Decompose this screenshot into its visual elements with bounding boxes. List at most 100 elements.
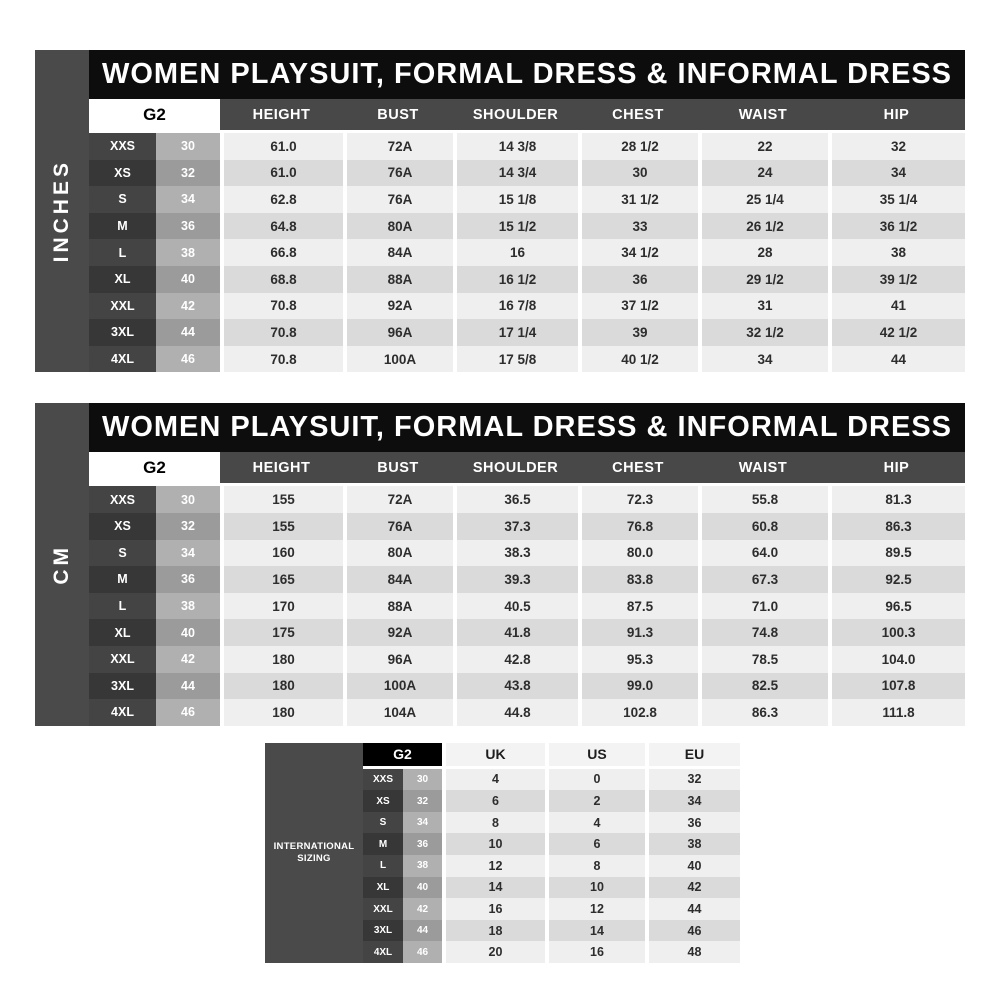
size-label-l: L bbox=[363, 855, 403, 877]
value-cell: 42.8 bbox=[453, 645, 578, 673]
size-label-s: S bbox=[89, 539, 156, 567]
value-cell: 61.0 bbox=[220, 159, 343, 187]
value-cell: 102.8 bbox=[578, 699, 698, 726]
value-cell: 61.0 bbox=[220, 133, 343, 160]
value-cell: 6 bbox=[442, 790, 545, 812]
value-cell: 42 bbox=[645, 876, 740, 899]
value-cell: 180 bbox=[220, 672, 343, 700]
value-cell: 92A bbox=[343, 619, 453, 646]
value-cell: 64.0 bbox=[698, 539, 828, 567]
value-cell: 86.3 bbox=[828, 512, 965, 540]
g2-number-cell: 38 bbox=[403, 855, 442, 877]
g2-number-cell: 30 bbox=[403, 768, 442, 791]
value-cell: 84A bbox=[343, 239, 453, 266]
value-cell: 33 bbox=[578, 212, 698, 240]
value-cell: 72A bbox=[343, 133, 453, 160]
value-cell: 87.5 bbox=[578, 592, 698, 620]
value-cell: 92.5 bbox=[828, 566, 965, 593]
value-cell: 16 1/2 bbox=[453, 265, 578, 293]
value-cell: 40 1/2 bbox=[578, 345, 698, 373]
column-header-hip: HIP bbox=[828, 452, 965, 487]
size-label-m: M bbox=[89, 566, 156, 593]
column-header-hip: HIP bbox=[828, 99, 965, 133]
value-cell: 76A bbox=[343, 512, 453, 540]
value-cell: 16 bbox=[453, 239, 578, 266]
value-cell: 10 bbox=[442, 833, 545, 856]
inches-table-title: WOMEN PLAYSUIT, FORMAL DRESS & INFORMAL … bbox=[89, 50, 965, 99]
size-label-3xl: 3XL bbox=[89, 672, 156, 700]
value-cell: 36 1/2 bbox=[828, 212, 965, 240]
g2-number-cell: 32 bbox=[403, 790, 442, 812]
value-cell: 4 bbox=[442, 768, 545, 791]
g2-number-cell: 30 bbox=[156, 133, 220, 160]
value-cell: 14 3/8 bbox=[453, 133, 578, 160]
g2-number-cell: 44 bbox=[403, 919, 442, 942]
value-cell: 37 1/2 bbox=[578, 292, 698, 320]
value-cell: 17 5/8 bbox=[453, 345, 578, 373]
g2-number-cell: 46 bbox=[403, 941, 442, 964]
value-cell: 39 1/2 bbox=[828, 265, 965, 293]
g2-number-cell: 46 bbox=[156, 699, 220, 726]
size-label-xxl: XXL bbox=[89, 292, 156, 320]
value-cell: 83.8 bbox=[578, 566, 698, 593]
g2-number-cell: 40 bbox=[156, 619, 220, 646]
value-cell: 39 bbox=[578, 319, 698, 346]
size-label-xl: XL bbox=[89, 619, 156, 646]
value-cell: 4 bbox=[545, 811, 645, 834]
size-label-xxl: XXL bbox=[363, 898, 403, 920]
value-cell: 32 bbox=[828, 133, 965, 160]
value-cell: 81.3 bbox=[828, 486, 965, 513]
value-cell: 2 bbox=[545, 790, 645, 812]
column-header-shoulder: SHOULDER bbox=[453, 99, 578, 133]
cm-table-main: WOMEN PLAYSUIT, FORMAL DRESS & INFORMAL … bbox=[89, 403, 965, 726]
inches-table-grid: G2 HEIGHT BUST SHOULDER CHEST WAIST HIP XXS 30 61… bbox=[89, 99, 965, 373]
g2-number-cell: 38 bbox=[156, 592, 220, 620]
value-cell: 41 bbox=[828, 292, 965, 320]
size-label-xs: XS bbox=[89, 512, 156, 540]
value-cell: 36 bbox=[645, 811, 740, 834]
value-cell: 100.3 bbox=[828, 619, 965, 646]
size-label-xxl: XXL bbox=[89, 645, 156, 673]
size-label-xxs: XXS bbox=[89, 133, 156, 160]
value-cell: 155 bbox=[220, 512, 343, 540]
value-cell: 32 1/2 bbox=[698, 319, 828, 346]
value-cell: 88A bbox=[343, 592, 453, 620]
value-cell: 92A bbox=[343, 292, 453, 320]
value-cell: 76.8 bbox=[578, 512, 698, 540]
value-cell: 41.8 bbox=[453, 619, 578, 646]
value-cell: 8 bbox=[545, 855, 645, 877]
value-cell: 95.3 bbox=[578, 645, 698, 673]
g2-number-cell: 44 bbox=[156, 672, 220, 700]
column-header-chest: CHEST bbox=[578, 99, 698, 133]
size-label-s: S bbox=[89, 186, 156, 213]
value-cell: 72.3 bbox=[578, 486, 698, 513]
value-cell: 24 bbox=[698, 159, 828, 187]
value-cell: 84A bbox=[343, 566, 453, 593]
column-header-eu: EU bbox=[645, 742, 740, 769]
value-cell: 14 bbox=[545, 919, 645, 942]
value-cell: 175 bbox=[220, 619, 343, 646]
inches-table-main: WOMEN PLAYSUIT, FORMAL DRESS & INFORMAL … bbox=[89, 50, 965, 373]
column-header-waist: WAIST bbox=[698, 99, 828, 133]
value-cell: 12 bbox=[442, 855, 545, 877]
value-cell: 40 bbox=[645, 855, 740, 877]
value-cell: 180 bbox=[220, 699, 343, 726]
value-cell: 86.3 bbox=[698, 699, 828, 726]
value-cell: 40.5 bbox=[453, 592, 578, 620]
value-cell: 37.3 bbox=[453, 512, 578, 540]
value-cell: 104A bbox=[343, 699, 453, 726]
value-cell: 14 bbox=[442, 876, 545, 899]
value-cell: 44 bbox=[645, 898, 740, 920]
size-chart-cm: CM WOMEN PLAYSUIT, FORMAL DRESS & INFORM… bbox=[35, 403, 965, 726]
g2-number-cell: 30 bbox=[156, 486, 220, 513]
g2-number-cell: 36 bbox=[156, 212, 220, 240]
value-cell: 28 1/2 bbox=[578, 133, 698, 160]
value-cell: 88A bbox=[343, 265, 453, 293]
value-cell: 66.8 bbox=[220, 239, 343, 266]
size-label-l: L bbox=[89, 592, 156, 620]
value-cell: 16 7/8 bbox=[453, 292, 578, 320]
value-cell: 31 bbox=[698, 292, 828, 320]
value-cell: 34 bbox=[645, 790, 740, 812]
column-header-height: HEIGHT bbox=[220, 452, 343, 487]
column-header-bust: BUST bbox=[343, 99, 453, 133]
